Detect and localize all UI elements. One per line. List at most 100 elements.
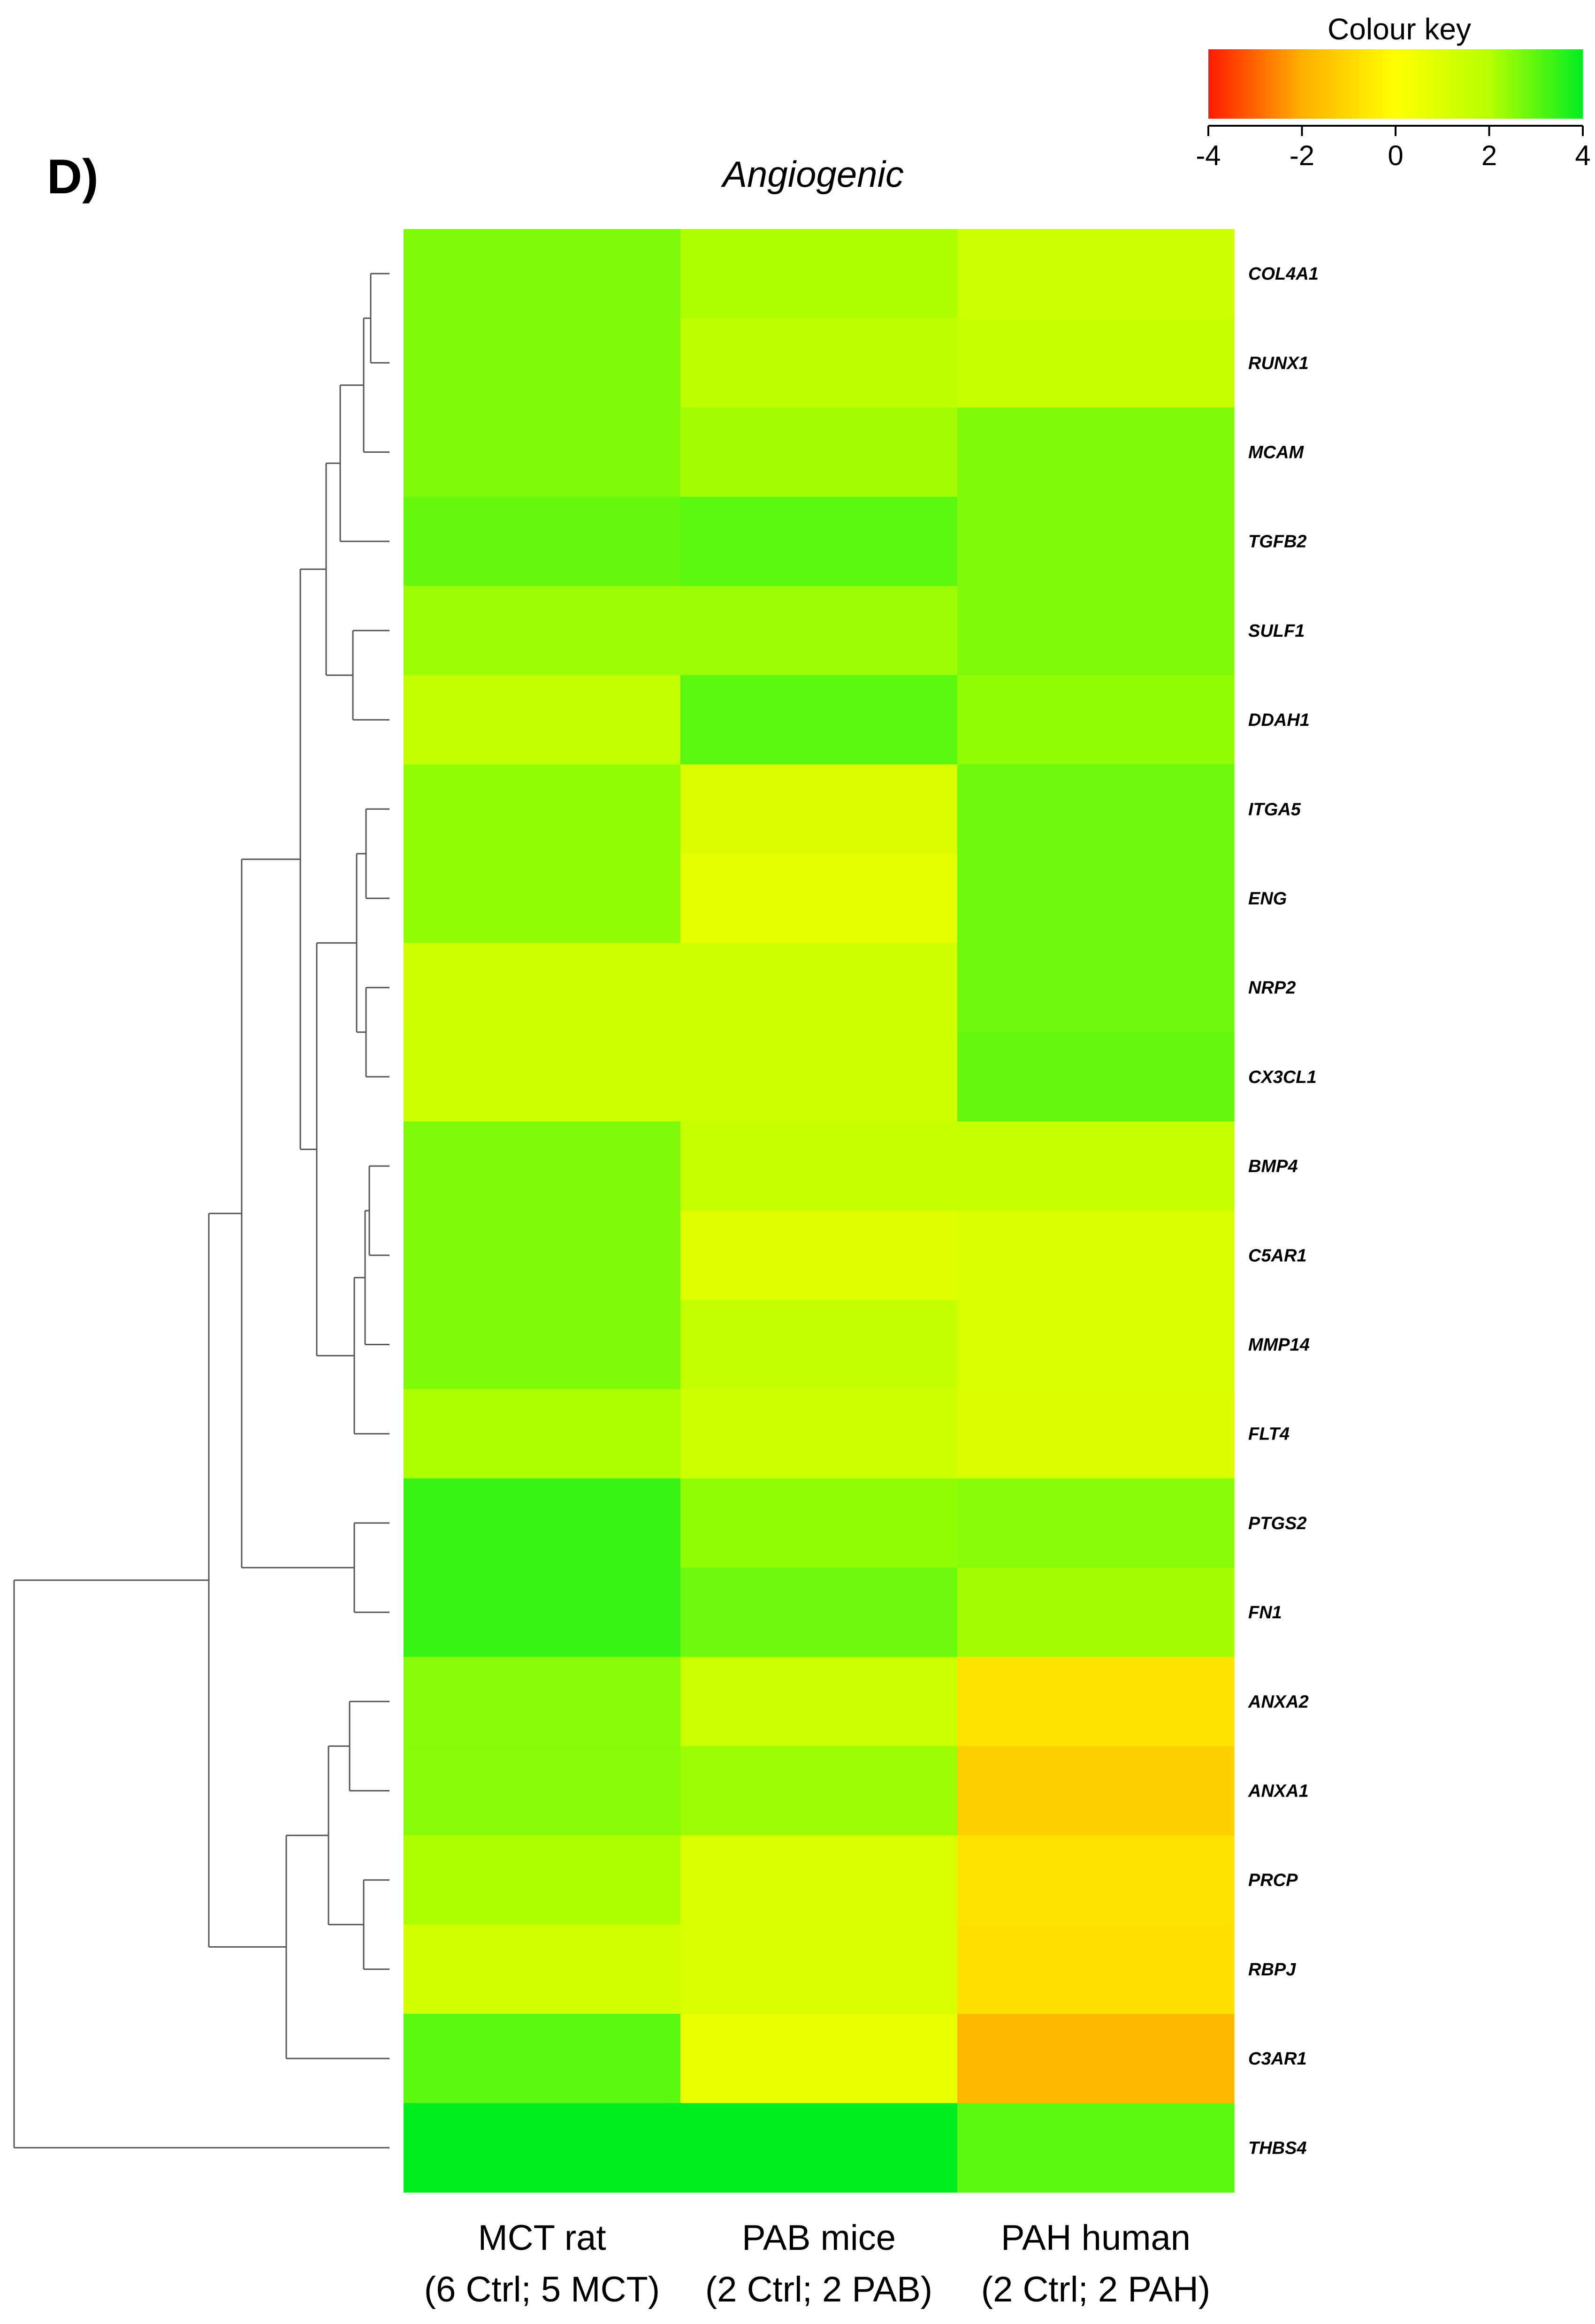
- column-sublabel: (6 Ctrl; 5 MCT): [424, 2270, 660, 2309]
- heatmap-cell: [957, 1032, 1235, 1122]
- heatmap-cell: [957, 229, 1235, 319]
- row-label: THBS4: [1248, 2138, 1307, 2158]
- color-key-tick-label: -2: [1290, 140, 1314, 171]
- heatmap-cell: [404, 407, 681, 497]
- color-key-tick-label: 2: [1481, 140, 1497, 171]
- heatmap-cell: [680, 853, 958, 944]
- color-key-bar: [1208, 49, 1583, 119]
- heatmap-cell: [404, 2103, 681, 2193]
- row-label: SULF1: [1248, 621, 1305, 641]
- row-label: ITGA5: [1248, 800, 1301, 819]
- column-label: MCT rat: [478, 2218, 606, 2258]
- heatmap-cell: [957, 1657, 1235, 1746]
- row-label: C5AR1: [1248, 1246, 1307, 1265]
- heatmap-cell: [680, 586, 958, 676]
- heatmap-cell: [957, 1389, 1235, 1479]
- heatmap-cell: [404, 1478, 681, 1568]
- heatmap-cell: [404, 1032, 681, 1122]
- row-dendrogram: [13, 273, 389, 2149]
- row-label: RBPJ: [1248, 1960, 1296, 1980]
- row-label: ENG: [1248, 889, 1287, 909]
- heatmap-cell: [404, 1746, 681, 1836]
- row-label: DDAH1: [1248, 710, 1310, 730]
- heatmap-cell: [957, 318, 1235, 408]
- heatmap-cell: [957, 1211, 1235, 1300]
- heatmap-cell: [957, 943, 1235, 1033]
- heatmap-cell: [957, 764, 1235, 854]
- panel-label: D): [47, 150, 99, 204]
- column-sublabel: (2 Ctrl; 2 PAH): [981, 2270, 1210, 2309]
- row-label: COL4A1: [1248, 264, 1319, 284]
- heatmap-cell: [404, 1568, 681, 1657]
- heatmap-cell: [957, 2103, 1235, 2193]
- heatmap-cell: [680, 318, 958, 408]
- heatmap-cell: [680, 229, 958, 319]
- heatmap-cell: [404, 1211, 681, 1300]
- heatmap-cell: [404, 229, 681, 319]
- row-label: FN1: [1248, 1603, 1282, 1623]
- heatmap-cell: [680, 1389, 958, 1479]
- row-label: BMP4: [1248, 1157, 1298, 1176]
- heatmap-cell: [404, 2014, 681, 2103]
- heatmap-cell: [680, 1478, 958, 1568]
- heatmap-cell: [404, 1389, 681, 1479]
- heatmap-cell: [404, 1121, 681, 1211]
- row-label: C3AR1: [1248, 2049, 1307, 2069]
- column-label: PAH human: [1001, 2218, 1191, 2258]
- row-label: ANXA1: [1248, 1782, 1309, 1801]
- heatmap-cell: [404, 943, 681, 1033]
- heatmap-cell: [680, 1211, 958, 1300]
- heatmap-cell: [957, 1478, 1235, 1568]
- heatmap-cell: [957, 1121, 1235, 1211]
- column-sublabel: (2 Ctrl; 2 PAB): [705, 2270, 932, 2309]
- row-label: RUNX1: [1248, 353, 1309, 373]
- heatmap-cell: [680, 2103, 958, 2193]
- heatmap-cell: [680, 1746, 958, 1836]
- chart-title: Angiogenic: [721, 153, 904, 195]
- heatmap-cell: [680, 764, 958, 854]
- color-key-title: Colour key: [1328, 12, 1471, 46]
- row-label: PRCP: [1248, 1871, 1298, 1890]
- heatmap-cell: [680, 1568, 958, 1657]
- color-key-tick-label: 4: [1575, 140, 1590, 171]
- row-label: NRP2: [1248, 978, 1296, 998]
- row-labels: COL4A1 RUNX1 MCAM TGFB2 SULF1 DDAH1 ITGA5 ENG NR…: [1248, 264, 1319, 2158]
- heatmap-cell: [957, 586, 1235, 676]
- color-key-tick-label: 0: [1388, 140, 1403, 171]
- row-label: MCAM: [1248, 443, 1305, 463]
- row-label: CX3CL1: [1248, 1067, 1317, 1087]
- heatmap-cell: [404, 853, 681, 944]
- heatmap-cell: [680, 943, 958, 1033]
- heatmap-cell: [404, 1924, 681, 2014]
- heatmap-cell: [680, 1032, 958, 1122]
- heatmap-cell: [957, 675, 1235, 765]
- heatmap-cell: [404, 675, 681, 765]
- heatmap-cell: [680, 1657, 958, 1746]
- heatmap-cell: [957, 407, 1235, 497]
- column-label: PAB mice: [742, 2218, 896, 2258]
- row-label: ANXA2: [1248, 1692, 1309, 1712]
- heatmap-cell: [680, 496, 958, 587]
- heatmap-cell: [957, 853, 1235, 944]
- heatmap-cell: [680, 1924, 958, 2014]
- heatmap-cell: [957, 1746, 1235, 1836]
- heatmap-cell: [404, 1835, 681, 1925]
- heatmap-cell: [957, 1835, 1235, 1925]
- heatmap-cell: [404, 586, 681, 676]
- heatmap-cells: [404, 229, 1235, 2193]
- heatmap-cell: [404, 496, 681, 587]
- heatmap-cell: [404, 1300, 681, 1390]
- row-label: TGFB2: [1248, 532, 1307, 552]
- row-label: MMP14: [1248, 1335, 1310, 1355]
- color-key-tick-label: -4: [1196, 140, 1221, 171]
- heatmap-cell: [957, 1568, 1235, 1657]
- heatmap-cell: [680, 2014, 958, 2103]
- heatmap-cell: [957, 496, 1235, 587]
- heatmap-cell: [680, 1121, 958, 1211]
- heatmap-cell: [680, 407, 958, 497]
- column-labels: MCT rat (6 Ctrl; 5 MCT) PAB mice (2 Ctrl; 2…: [424, 2218, 1210, 2309]
- heatmap-cell: [404, 1657, 681, 1746]
- heatmap-cell: [680, 1300, 958, 1390]
